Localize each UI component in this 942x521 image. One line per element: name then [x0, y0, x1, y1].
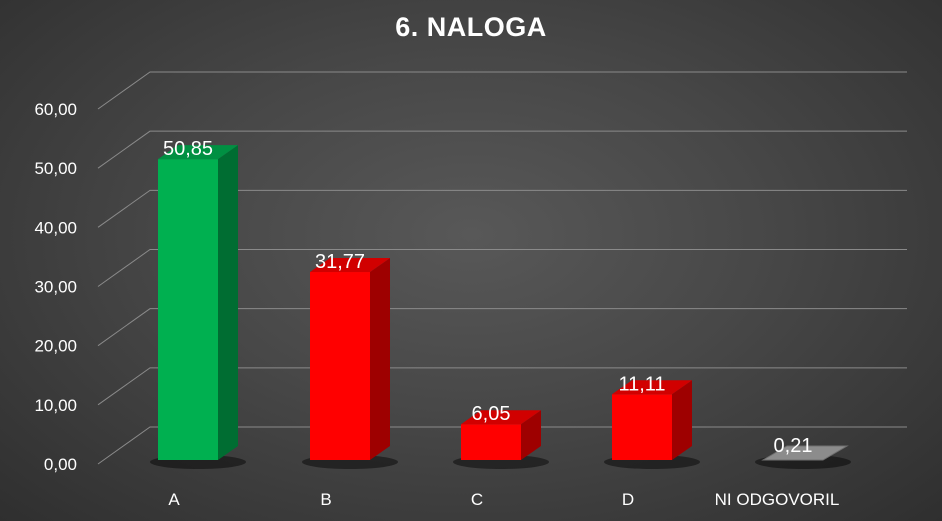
x-tick-label: A	[168, 490, 180, 509]
value-label: 6,05	[472, 403, 511, 425]
gridline	[97, 308, 907, 347]
value-label: 0,21	[774, 435, 813, 457]
y-tick-label: 50,00	[34, 159, 77, 178]
bar-b	[310, 258, 390, 460]
y-tick-label: 10,00	[34, 396, 77, 415]
y-tick-label: 60,00	[34, 100, 77, 119]
value-label: 11,11	[618, 373, 665, 395]
y-tick-label: 30,00	[34, 278, 77, 297]
x-tick-label: C	[471, 490, 483, 509]
bar-a	[158, 145, 238, 460]
y-tick-label: 40,00	[34, 218, 77, 237]
bar-side	[370, 258, 390, 460]
bar-top	[158, 145, 238, 160]
gridline	[97, 71, 907, 110]
bar-d	[612, 380, 692, 460]
y-tick-label: 0,00	[44, 455, 77, 474]
gridline	[97, 249, 907, 287]
bar-side	[521, 410, 541, 460]
bar-side	[672, 380, 692, 460]
gridline	[97, 367, 907, 406]
bars	[158, 145, 849, 461]
bar-ni-odgovoril	[761, 445, 849, 461]
bar-front	[310, 272, 370, 460]
x-tick-label: B	[320, 490, 331, 509]
y-tick-label: 20,00	[34, 337, 77, 356]
bar-front	[158, 159, 218, 460]
bar-top	[761, 445, 849, 461]
bar-top	[461, 410, 541, 425]
bar-front	[612, 394, 672, 460]
value-label: 31,77	[315, 251, 365, 273]
gridline	[97, 130, 907, 169]
value-label: 50,85	[163, 138, 213, 160]
labels: 0,00 10,00 20,00 30,00 40,00 50,00 60,00 50,85 A…	[34, 100, 839, 509]
gridline	[97, 189, 907, 228]
bar-c	[461, 410, 541, 460]
chart-title: 6. NALOGA	[395, 12, 547, 42]
x-tick-label: NI ODGOVORIL	[715, 490, 840, 509]
bar-top	[612, 380, 692, 395]
x-tick-label: D	[622, 490, 634, 509]
gridlines	[97, 71, 907, 465]
bar-front	[461, 424, 521, 460]
bar-top	[310, 258, 390, 273]
bar-side	[218, 145, 238, 460]
